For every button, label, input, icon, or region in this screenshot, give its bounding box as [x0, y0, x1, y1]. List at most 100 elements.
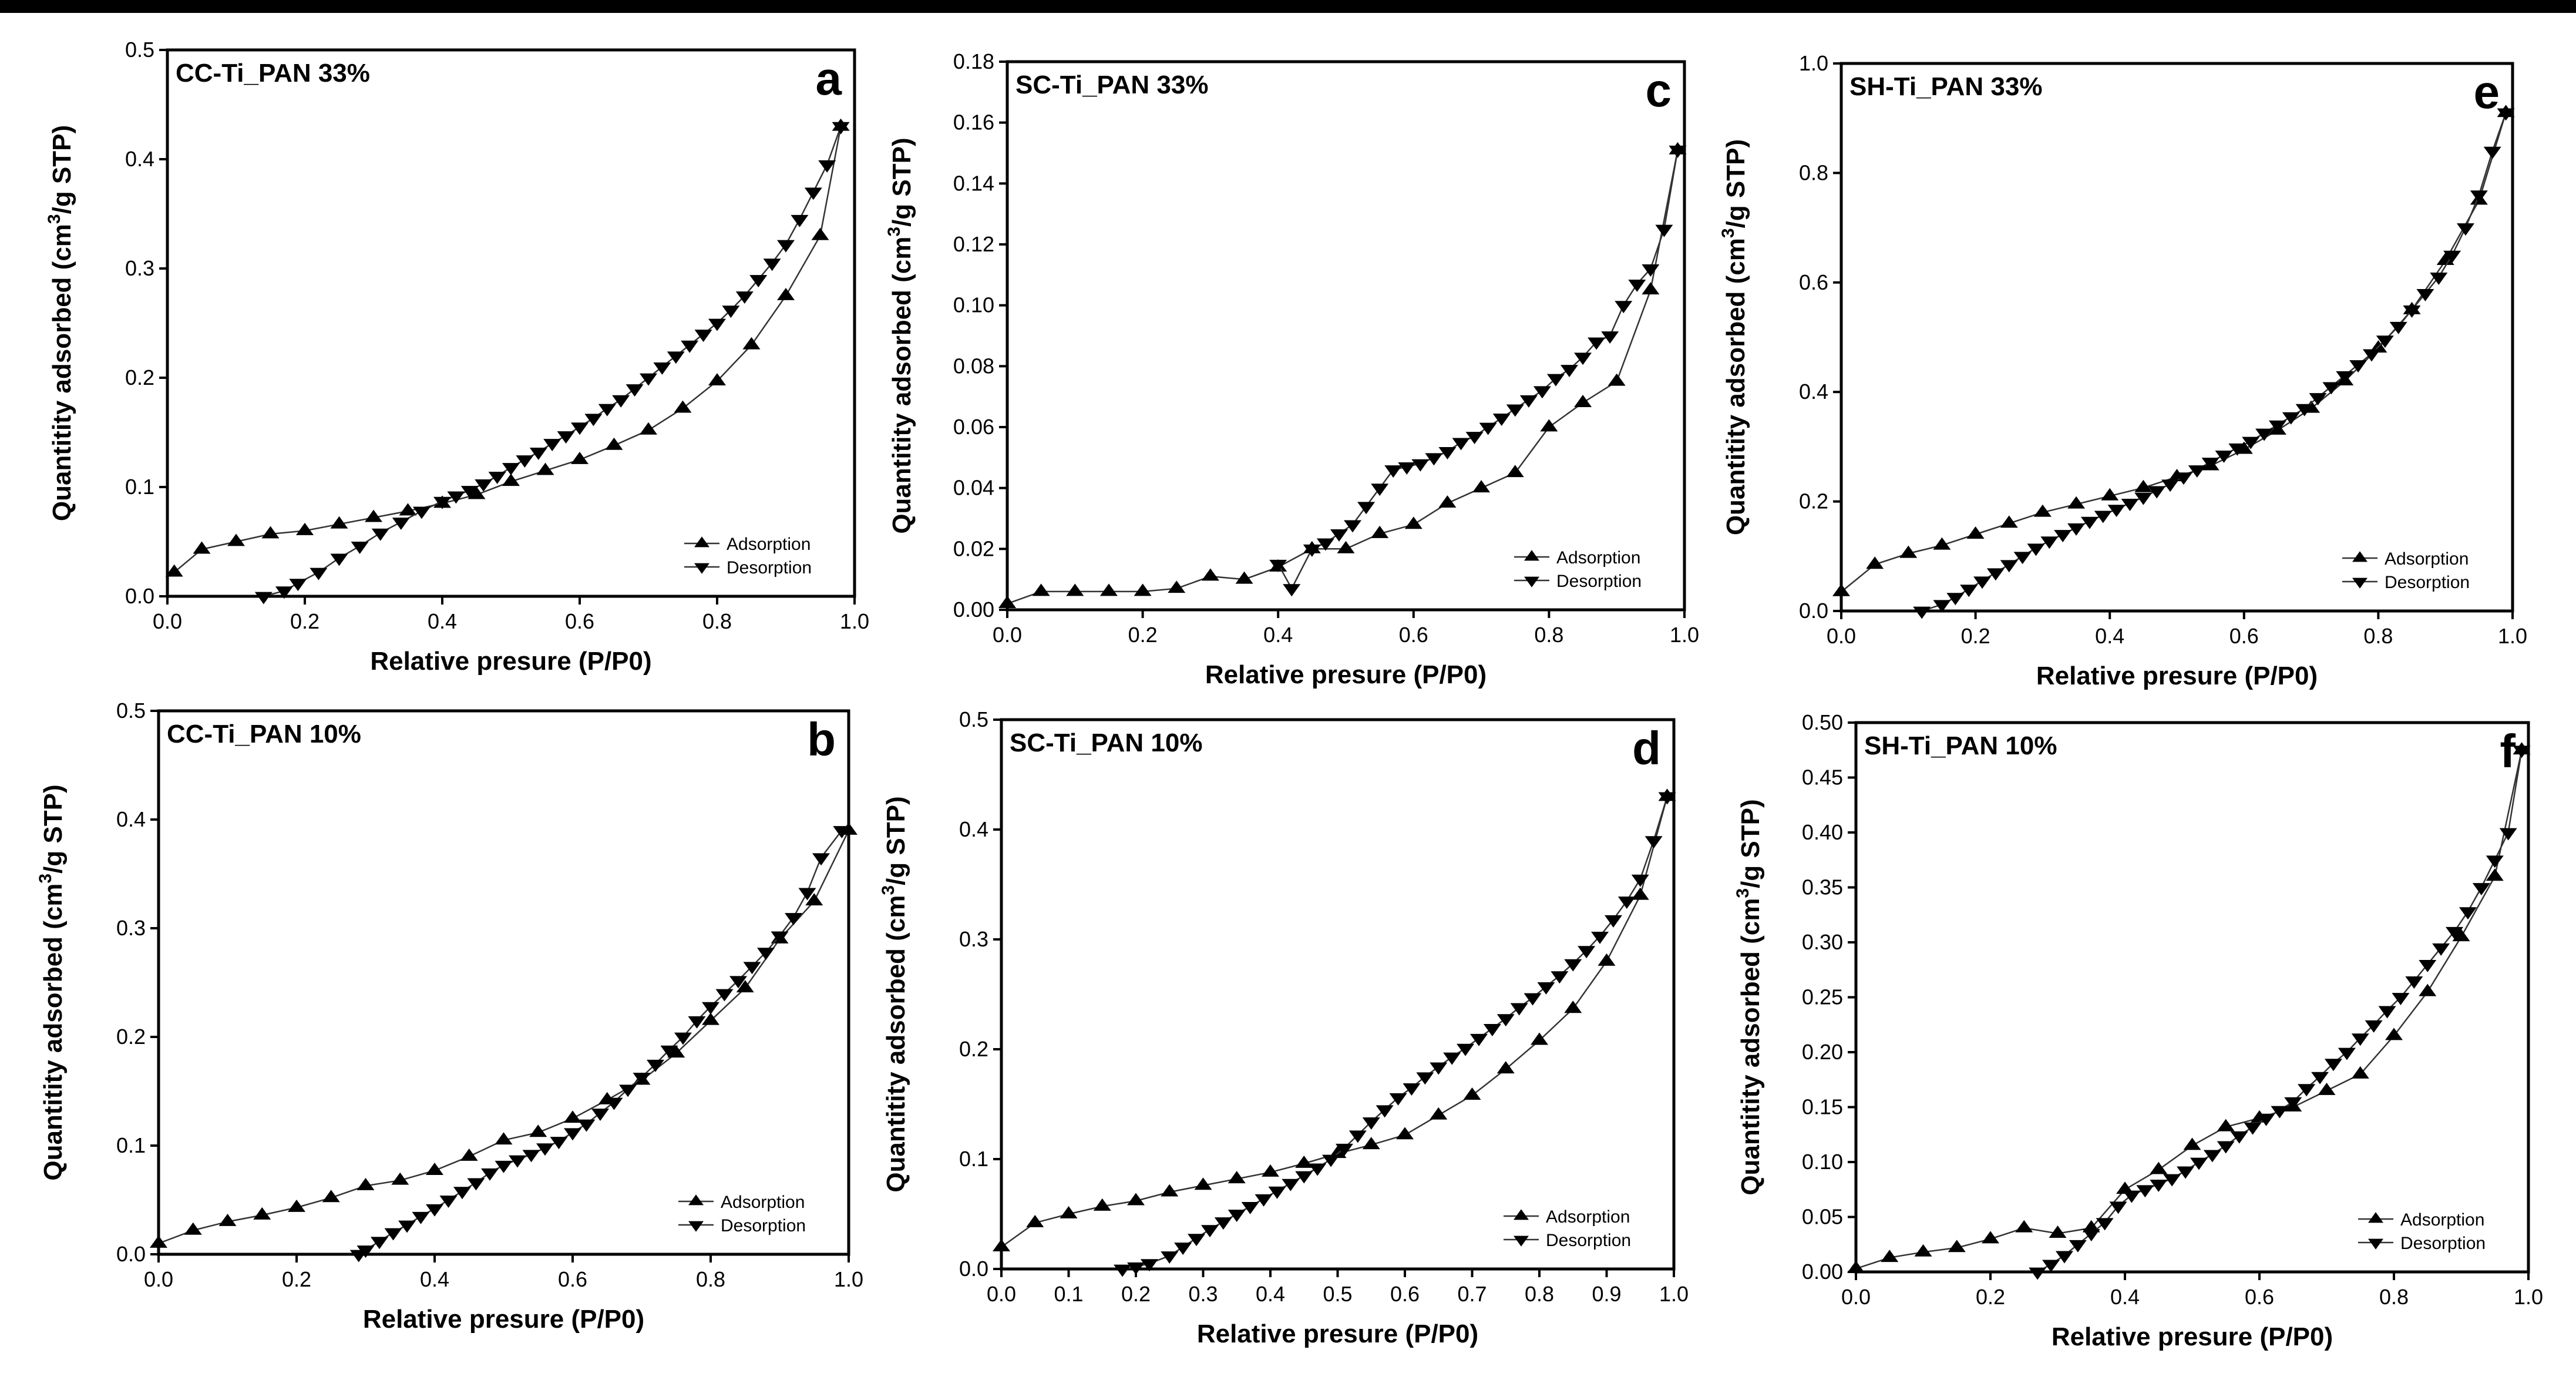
desorption-point	[2094, 511, 2112, 523]
desorption-point	[2268, 420, 2286, 433]
adsorption-point	[1127, 1193, 1145, 1206]
x-tick-label: 0.8	[696, 1267, 725, 1291]
legend-label-desorption: Desorption	[2385, 573, 2470, 592]
legend-marker-desorption	[2352, 577, 2368, 589]
desorption-point	[2121, 498, 2139, 511]
desorption-point	[2378, 1006, 2396, 1019]
desorption-point	[1642, 264, 1660, 277]
adsorption-point	[322, 1190, 340, 1203]
adsorption-point	[564, 1110, 581, 1123]
plot-frame	[1839, 62, 2514, 613]
adsorption-point	[529, 1124, 547, 1137]
desorption-point	[1174, 1243, 1192, 1255]
desorption-line	[358, 830, 843, 1255]
adsorption-point	[1832, 583, 1850, 596]
x-tick-label: 0.0	[1827, 624, 1856, 648]
adsorption-point	[288, 1199, 305, 1212]
legend-marker-adsorption	[2352, 551, 2368, 562]
y-tick-label: 0.1	[959, 1147, 988, 1171]
adsorption-point	[1337, 540, 1355, 553]
desorption-point	[785, 913, 802, 925]
desorption-line	[1122, 796, 1668, 1270]
desorption-point	[502, 463, 520, 476]
desorption-point	[433, 496, 451, 509]
desorption-point	[818, 160, 836, 173]
panel-letter: a	[816, 52, 842, 105]
adsorption-point	[1948, 1240, 1966, 1253]
adsorption-point	[1194, 1177, 1212, 1190]
legend: Adsorption Desorption	[684, 535, 812, 577]
adsorption-point	[502, 474, 520, 486]
adsorption-point	[805, 893, 823, 906]
desorption-point	[660, 1045, 678, 1058]
panel-title: SH-Ti_PAN 33%	[1849, 72, 2042, 101]
desorption-point	[1416, 1072, 1434, 1085]
adsorption-point	[1608, 373, 1626, 386]
y-tick-label: 0.10	[953, 293, 994, 317]
desorption-point	[1551, 971, 1569, 984]
desorption-point	[1960, 585, 1978, 597]
adsorption-point	[218, 1214, 237, 1226]
desorption-point	[1371, 483, 1389, 496]
x-tick-label: 0.4	[1256, 1282, 1285, 1306]
desorption-point	[289, 579, 307, 592]
x-tick-label: 0.5	[1323, 1282, 1352, 1306]
desorption-point	[1316, 538, 1334, 551]
adsorption-point	[365, 509, 382, 522]
y-tick-label: 0.16	[953, 110, 994, 135]
desorption-point	[2201, 458, 2219, 470]
desorption-point	[1344, 520, 1362, 533]
desorption-point	[791, 214, 809, 227]
desorption-point	[1295, 1171, 1313, 1184]
y-tick-label: 0.3	[116, 916, 146, 940]
adsorption-point	[426, 1163, 443, 1175]
y-axis-title-main: Quantitity adsorbed (cm	[48, 224, 76, 521]
legend-marker-desorption	[2368, 1238, 2383, 1250]
x-tick-label: 0.2	[1961, 624, 1990, 648]
x-tick-label: 0.0	[153, 609, 182, 633]
desorption-point	[2416, 289, 2434, 301]
desorption-point	[1615, 301, 1633, 314]
desorption-point	[2298, 1084, 2316, 1097]
desorption-point	[694, 330, 712, 343]
y-axis-title-main: Quantitity adsorbed (cm	[1721, 238, 1750, 535]
desorption-point	[729, 976, 747, 989]
panel-title: SC-Ti_PAN 10%	[1010, 728, 1202, 757]
series-adsorption	[993, 788, 1676, 1252]
desorption-point	[612, 395, 630, 408]
adsorption-point	[2183, 1137, 2201, 1150]
legend-label-adsorption: Adsorption	[2385, 549, 2469, 569]
x-tick-label: 0.9	[1592, 1282, 1621, 1306]
desorption-point	[550, 1137, 568, 1150]
desorption-point	[1645, 836, 1663, 849]
desorption-point	[2054, 530, 2072, 543]
panel-d: 0.0 0.1 0.2 0.3 0.4 0.5 0.6 0.7 0.8 0.9 1.0 0.0 0.1 0…	[879, 707, 1689, 1348]
legend-marker-desorption	[1514, 1235, 1529, 1247]
adsorption-point	[2049, 1225, 2067, 1238]
panel-letter: b	[807, 713, 836, 765]
desorption-point	[2499, 828, 2517, 841]
desorption-point	[1604, 915, 1622, 928]
x-tick-label: 0.4	[2095, 624, 2124, 648]
y-tick-label: 0.4	[1799, 380, 1828, 404]
desorption-point	[475, 479, 493, 492]
y-axis-title-superscript: 3	[1719, 228, 1738, 238]
adsorption-point	[2486, 868, 2504, 881]
legend-marker-desorption	[1524, 576, 1539, 587]
desorption-point	[749, 275, 768, 288]
legend: Adsorption Desorption	[2342, 549, 2470, 592]
x-tick-label: 1.0	[834, 1267, 863, 1291]
series-desorption	[1114, 792, 1676, 1277]
desorption-point	[1519, 395, 1538, 408]
desorption-point	[1214, 1217, 1232, 1230]
desorption-point	[2376, 335, 2394, 348]
desorption-point	[708, 318, 726, 331]
series-adsorption	[150, 822, 857, 1248]
desorption-point	[1398, 462, 1416, 475]
legend-label-adsorption: Adsorption	[1556, 548, 1640, 568]
y-tick-label: 0.5	[959, 707, 988, 731]
adsorption-point	[2452, 929, 2470, 942]
y-tick-label: 0.25	[1802, 985, 1843, 1009]
adsorption-point	[296, 522, 314, 535]
desorption-point	[488, 471, 506, 484]
